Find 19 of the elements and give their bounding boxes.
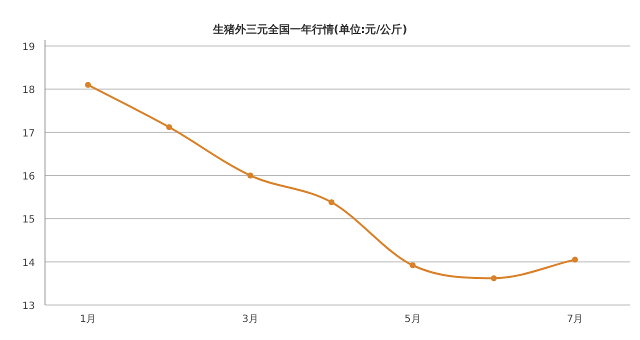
point [490,275,497,282]
point [328,199,334,206]
x-tick-label: 3月 [242,314,259,325]
y-tick-label: 18 [22,85,35,96]
y-tick-label: 13 [22,301,35,312]
y-tick-label: 15 [22,214,35,226]
point [166,124,172,130]
chart-title: 生猪外三元全国一年行情(单位:元/公斤) [212,23,408,36]
x-tick-label: 7月 [566,314,584,325]
y-tick-label: 14 [22,258,35,269]
y-tick-label: 19 [22,42,35,53]
y-tick-label: 17 [22,128,35,140]
x-tick-label: 1月 [80,314,96,325]
point [572,256,578,263]
point [410,262,416,268]
x-tick-label: 5月 [404,314,421,325]
y-tick-label: 16 [22,172,35,182]
point [85,82,91,88]
point [247,172,254,178]
